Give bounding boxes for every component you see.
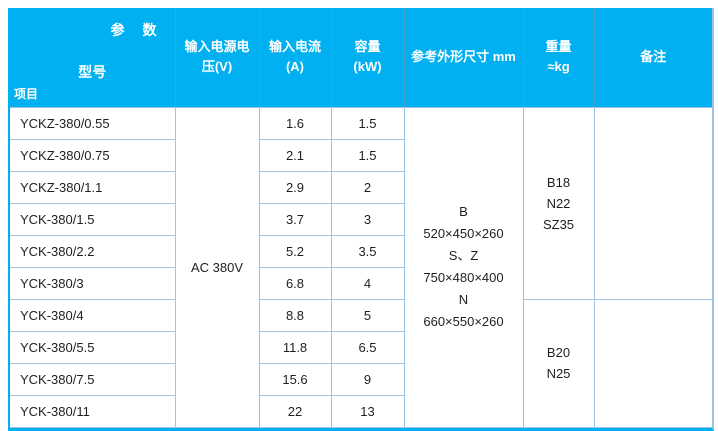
header-capacity-line1: 容量	[354, 39, 381, 55]
model-cell: YCKZ-380/0.75	[10, 138, 176, 172]
table-row: YCK-380/11 22 13	[10, 394, 712, 428]
header-row: 参 数 型号 项目 输入电源电 压(V) 输入电流 (A) 容量 (kW) 参考…	[10, 8, 712, 108]
corner-label-params: 参 数	[110, 22, 159, 38]
capacity-cell: 1.5	[330, 138, 404, 172]
header-weight-line1: 重量	[545, 39, 572, 55]
header-dimensions-line1: 参考外形尺寸 mm	[411, 49, 516, 65]
model-cell: YCK-380/5.5	[10, 330, 176, 364]
table-row: YCKZ-380/0.55 AC 380V 1.6 1.5 B 520×450×…	[10, 106, 712, 428]
current-cell: 11.8	[258, 330, 332, 364]
capacity-cell: 1.5	[330, 106, 405, 140]
header-remark-line1: 备注	[640, 49, 667, 65]
table-row: YCK-380/5.5 11.8 6.5	[10, 330, 712, 364]
header-corner-cell: 参 数 型号 项目	[10, 8, 175, 108]
table-row: YCK-380/1.5 3.7 3	[10, 202, 712, 236]
voltage-cell: AC 380V	[174, 106, 260, 428]
capacity-cell: 13	[330, 394, 404, 428]
header-col-voltage: 输入电源电 压(V)	[174, 8, 259, 108]
weight-line: B20	[546, 345, 571, 360]
table-row: YCK-380/7.5 15.6 9	[10, 362, 712, 396]
weight-line: N22	[546, 195, 571, 211]
dims-line: B	[459, 204, 468, 219]
remark-cell-group1	[593, 106, 712, 300]
current-cell: 8.8	[258, 298, 332, 332]
current-cell: 5.2	[258, 234, 332, 268]
header-col-capacity: 容量 (kW)	[330, 8, 404, 108]
weight-line: N25	[546, 366, 571, 381]
current-cell: 22	[258, 394, 332, 428]
corner-label-item: 项目	[14, 86, 39, 101]
spec-table-wrapper: 参 数 型号 项目 输入电源电 压(V) 输入电流 (A) 容量 (kW) 参考…	[8, 8, 714, 431]
dimensions-cell: B 520×450×260 S、Z 750×480×400 N 660×550×…	[403, 106, 524, 428]
model-cell: YCK-380/4	[10, 298, 176, 332]
weight-cell-group2: B20 N25	[522, 298, 595, 428]
capacity-cell: 5	[330, 298, 405, 332]
model-cell: YCKZ-380/0.55	[10, 106, 176, 140]
capacity-cell: 4	[330, 266, 404, 300]
weight-line: B18	[546, 174, 571, 190]
dims-line: 660×550×260	[423, 314, 504, 329]
table-row: YCK-380/3 6.8 4	[10, 266, 712, 300]
weight-cell-group1: B18 N22 SZ35	[522, 106, 595, 300]
header-capacity-line2: (kW)	[353, 59, 382, 75]
table-row: YCK-380/2.2 5.2 3.5	[10, 234, 712, 268]
model-cell: YCK-380/3	[10, 266, 176, 300]
header-col-remark: 备注	[593, 8, 712, 108]
current-cell: 15.6	[258, 362, 332, 396]
current-cell: 2.9	[258, 170, 332, 204]
capacity-cell: 6.5	[330, 330, 404, 364]
model-cell: YCK-380/11	[10, 394, 176, 428]
model-cell: YCK-380/7.5	[10, 362, 176, 396]
header-voltage-line2: 压(V)	[201, 59, 233, 75]
capacity-cell: 9	[330, 362, 404, 396]
corner-label-model: 型号	[78, 64, 107, 80]
dims-line: S、Z	[448, 248, 479, 263]
header-current-line1: 输入电流	[268, 39, 321, 55]
model-cell: YCK-380/1.5	[10, 202, 176, 236]
dims-line: N	[458, 292, 469, 307]
remark-cell-group2	[593, 298, 712, 428]
dims-line: 750×480×400	[423, 270, 504, 285]
capacity-cell: 3	[330, 202, 404, 236]
header-col-current: 输入电流 (A)	[258, 8, 331, 108]
model-cell: YCKZ-380/1.1	[10, 170, 176, 204]
current-cell: 3.7	[258, 202, 332, 236]
dims-line: 520×450×260	[423, 226, 504, 241]
weight-line: SZ35	[542, 216, 575, 232]
spec-table: 参 数 型号 项目 输入电源电 压(V) 输入电流 (A) 容量 (kW) 参考…	[10, 8, 712, 428]
current-cell: 6.8	[258, 266, 332, 300]
header-current-line2: (A)	[285, 59, 305, 75]
current-cell: 1.6	[258, 106, 332, 140]
capacity-cell: 2	[330, 170, 404, 204]
header-weight-line2: ≈kg	[547, 59, 570, 75]
capacity-cell: 3.5	[330, 234, 404, 268]
header-voltage-line1: 输入电源电	[184, 39, 250, 55]
model-cell: YCK-380/2.2	[10, 234, 176, 268]
current-cell: 2.1	[258, 138, 332, 172]
table-row: YCK-380/4 8.8 5 B20 N25	[10, 298, 712, 428]
header-col-dimensions: 参考外形尺寸 mm	[403, 8, 523, 108]
header-col-weight: 重量 ≈kg	[522, 8, 594, 108]
